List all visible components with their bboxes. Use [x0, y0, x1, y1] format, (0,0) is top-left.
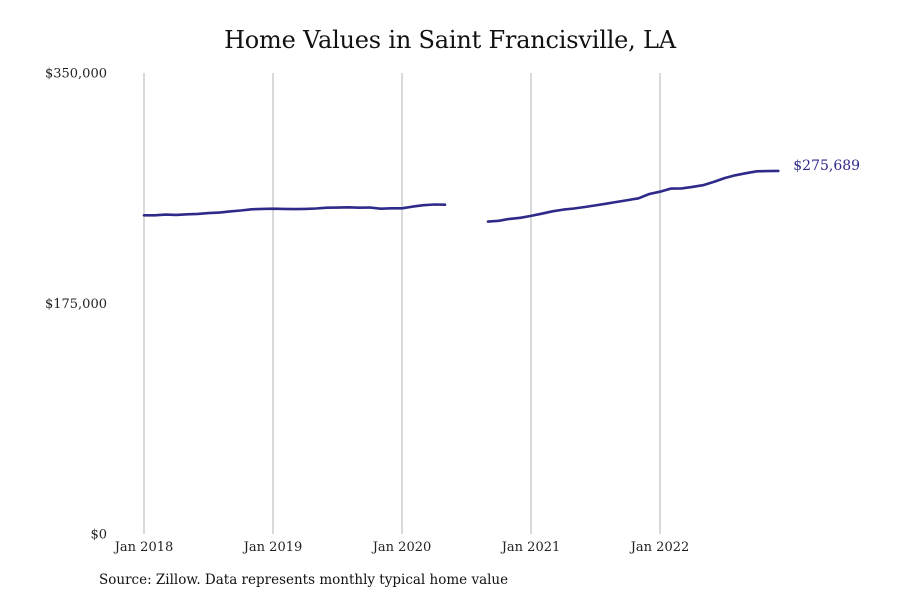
y-tick-label: $0	[90, 528, 107, 543]
series-line-segment	[486, 169, 780, 223]
y-tick-label: $350,000	[45, 67, 107, 82]
x-tick-label: Jan 2020	[371, 540, 432, 555]
x-tick-label: Jan 2019	[242, 540, 303, 555]
data-labels: $275,689	[793, 158, 860, 174]
x-tick-label: Jan 2022	[629, 540, 690, 555]
x-tick-label: Jan 2021	[500, 540, 561, 555]
y-tick-label: $175,000	[45, 297, 107, 312]
source-note: Source: Zillow. Data represents monthly …	[99, 572, 509, 588]
last-value-label: $275,689	[793, 158, 860, 174]
x-axis: Jan 2018 Jan 2019 Jan 2020 Jan 2021 Jan 2022	[113, 540, 690, 555]
y-axis: $0 $175,000 $350,000	[45, 67, 107, 543]
series-lines	[142, 169, 780, 223]
series-line-segment	[142, 203, 447, 217]
x-tick-label: Jan 2018	[113, 540, 174, 555]
grid-lines	[143, 73, 661, 534]
chart-title: Home Values in Saint Francisville, LA	[224, 26, 676, 54]
